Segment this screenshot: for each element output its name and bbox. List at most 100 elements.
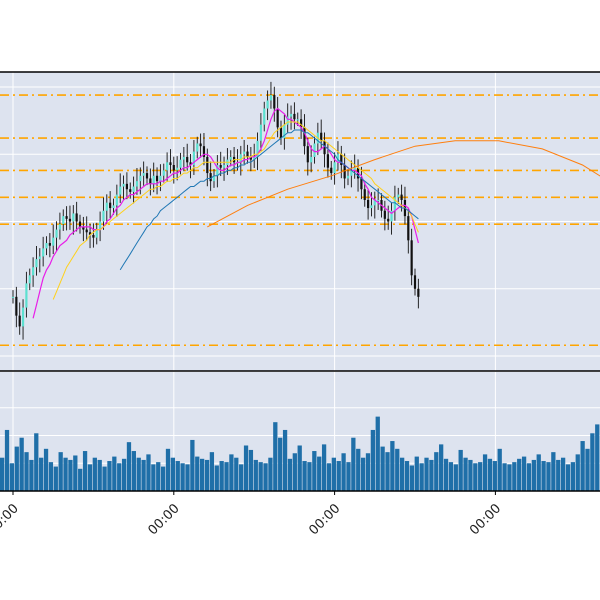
candle-body <box>276 108 279 128</box>
volume-bar <box>458 449 463 491</box>
volume-bar <box>200 458 205 491</box>
volume-bar <box>370 429 376 491</box>
candle-body <box>62 216 65 225</box>
volume-bar <box>102 466 107 491</box>
candle-body <box>346 175 350 179</box>
volume-bar <box>424 457 429 491</box>
volume-bar <box>146 454 151 491</box>
volume-bar <box>336 461 341 491</box>
volume-bar <box>278 437 283 491</box>
candle-body <box>306 146 309 163</box>
volume-bar <box>546 462 551 491</box>
candle-body <box>303 127 306 147</box>
volume-bar <box>439 444 444 491</box>
candle-body <box>310 156 313 163</box>
candle-body <box>296 119 299 121</box>
volume-bar <box>282 429 288 491</box>
volume-bar <box>536 454 541 491</box>
volume-bar <box>365 453 371 491</box>
volume-bar <box>560 457 566 491</box>
volume-bar <box>97 459 102 491</box>
candles <box>11 81 420 340</box>
price-panel <box>0 71 600 372</box>
volume-bar <box>209 452 215 491</box>
volume-bar <box>273 422 278 491</box>
volume-bar <box>448 462 454 491</box>
candle-body <box>253 156 256 160</box>
candle-body <box>166 162 169 171</box>
volume-bar <box>434 452 439 491</box>
candle-body <box>239 154 242 163</box>
volume-bar <box>400 457 405 491</box>
volume-bar <box>219 461 224 491</box>
candle-body <box>216 165 219 176</box>
volume-bar <box>14 446 19 491</box>
candle-body <box>397 194 400 198</box>
volume-bar <box>512 462 517 491</box>
moving-average-line <box>52 121 419 300</box>
volume-bar <box>151 464 156 491</box>
candle-body <box>400 194 403 200</box>
volume-bar <box>63 457 68 491</box>
volume-bar <box>297 445 302 491</box>
volume-bar <box>443 458 449 491</box>
volume-bar <box>263 463 268 491</box>
candle-body <box>249 156 252 160</box>
volume-bar <box>253 459 258 491</box>
volume-bar <box>429 459 434 491</box>
volume-bar <box>321 444 327 491</box>
volume-bar <box>556 459 561 491</box>
candle-body <box>172 165 175 171</box>
candle-body <box>209 173 212 182</box>
volume-bar <box>190 439 195 491</box>
candle-body <box>115 194 118 206</box>
volume-bar <box>317 456 322 491</box>
moving-average-line <box>119 129 419 271</box>
candle-body <box>243 151 246 155</box>
volume-bar <box>375 416 380 491</box>
volume-bar <box>180 463 185 491</box>
candle-body <box>263 108 266 125</box>
volume-bar <box>48 462 54 491</box>
candle-body <box>139 175 142 182</box>
candle-body <box>320 132 323 141</box>
candle-body <box>189 162 192 166</box>
volume-bar <box>463 457 468 491</box>
volume-bar <box>395 448 400 491</box>
volume-bar <box>414 456 419 491</box>
candle-body <box>387 218 390 222</box>
volume-bar <box>482 454 488 491</box>
volume-bar <box>595 424 600 491</box>
volume-bar <box>404 461 410 491</box>
volume-bar <box>517 458 522 491</box>
volume-bar <box>409 465 415 491</box>
candle-body <box>410 240 413 276</box>
candle-body <box>192 151 195 166</box>
x-tick-label: 00:00 <box>306 501 343 538</box>
candle-body <box>179 159 182 168</box>
candle-body <box>85 229 88 233</box>
volume-bar <box>341 453 346 491</box>
volume-bar <box>121 458 127 491</box>
candle-body <box>300 119 303 128</box>
volume-bar <box>346 462 351 491</box>
candle-body <box>58 224 61 230</box>
candle-body <box>323 140 326 155</box>
candle-body <box>55 229 58 238</box>
candle-body <box>363 189 366 200</box>
candle-body <box>413 275 417 289</box>
price-grid <box>0 72 600 371</box>
volume-bar <box>390 441 395 491</box>
candle-body <box>105 202 108 211</box>
volume-bar <box>131 451 136 491</box>
candle-body <box>152 175 155 184</box>
candle-body <box>212 175 216 182</box>
candle-body <box>199 143 202 147</box>
candle-body <box>246 151 249 157</box>
candle-body <box>286 116 289 125</box>
candle-body <box>28 275 31 284</box>
volume-bar <box>580 441 585 491</box>
candle-body <box>333 162 336 174</box>
candle-body <box>99 221 102 230</box>
